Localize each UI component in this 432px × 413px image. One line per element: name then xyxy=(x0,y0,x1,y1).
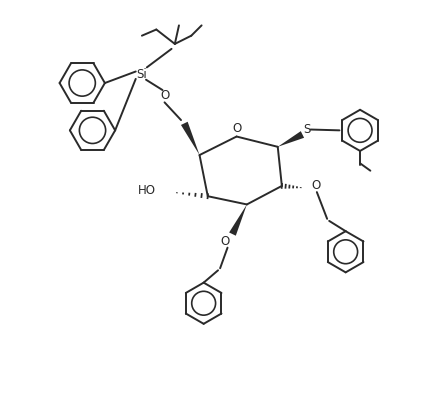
Text: O: O xyxy=(232,122,241,135)
Polygon shape xyxy=(181,122,200,155)
Text: HO: HO xyxy=(138,184,156,197)
Text: O: O xyxy=(311,179,320,192)
Text: O: O xyxy=(220,235,230,248)
Text: S: S xyxy=(304,123,311,136)
Polygon shape xyxy=(278,131,304,147)
Text: O: O xyxy=(160,89,169,102)
Polygon shape xyxy=(229,204,247,236)
Text: Si: Si xyxy=(137,68,147,81)
